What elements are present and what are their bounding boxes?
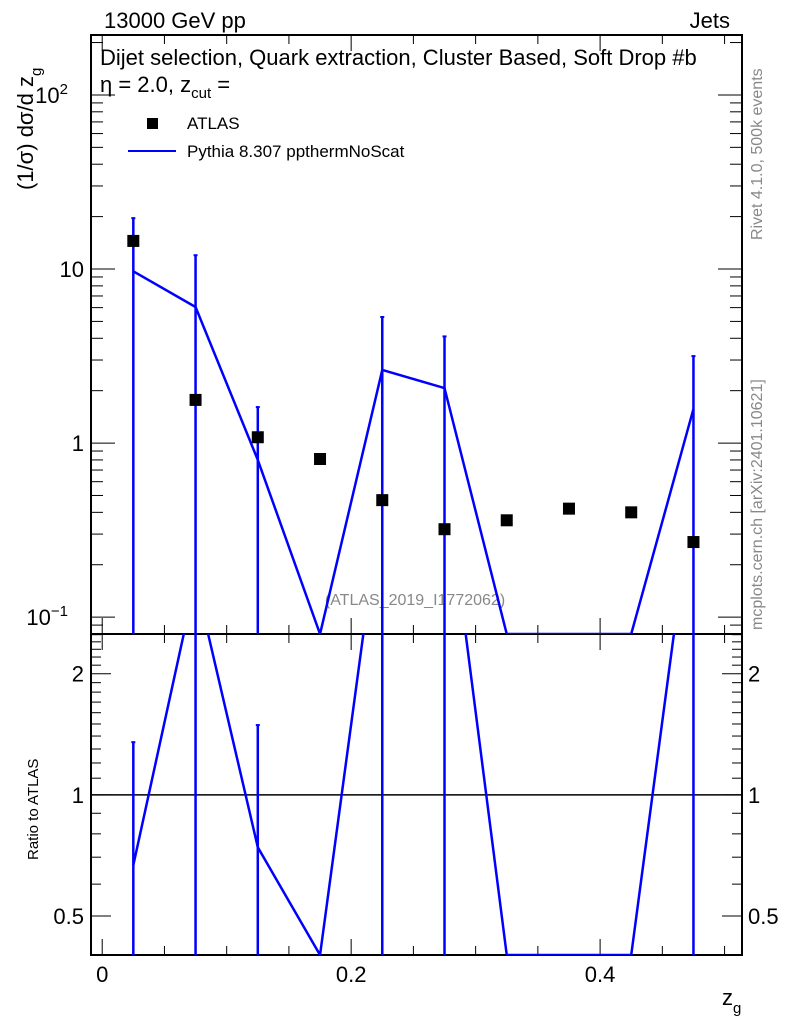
ratio-y-tick-label: 2 <box>72 662 84 687</box>
y-axis-label: (1/σ) dσ/d zg <box>13 68 45 190</box>
ratio-error-cap <box>255 724 260 727</box>
plot-title-sub: cut <box>191 85 212 102</box>
x-tick-label: 0.4 <box>585 962 616 987</box>
pythia-error-cap <box>442 335 447 338</box>
y-tick-label: 10−1 <box>26 603 68 630</box>
atlas-point <box>438 523 451 536</box>
atlas-point <box>376 494 389 507</box>
pythia-error-cap <box>691 355 696 358</box>
atlas-point <box>189 393 202 406</box>
ratio-marks <box>131 634 695 955</box>
plot-title-tail: = <box>211 72 231 97</box>
atlas-point <box>500 514 513 527</box>
ratio-y-tick-label: 1 <box>72 783 84 808</box>
ratio-line <box>132 634 676 955</box>
plot-title-main: Dijet selection, Quark extraction, Clust… <box>100 45 697 70</box>
ratio-y-axis-label: Ratio to ATLAS <box>25 759 42 860</box>
plot-title-beta: η = 2.0, z <box>100 72 192 97</box>
legend-marker-atlas <box>147 118 158 129</box>
y-tick-label: 102 <box>35 81 68 108</box>
y-tick-label: 10 <box>60 257 84 282</box>
ratio-error-cap <box>131 741 136 744</box>
pythia-error-cap <box>255 406 260 409</box>
ratio-y-tick-label: 0.5 <box>748 904 779 929</box>
pythia-line <box>132 270 695 634</box>
legend: ATLAS Pythia 8.307 ppthermNoScat <box>128 114 405 161</box>
atlas-point <box>251 431 264 444</box>
legend-label-atlas: ATLAS <box>187 114 240 133</box>
ratio-y-tick-label: 2 <box>748 662 760 687</box>
legend-label-pythia: Pythia 8.307 ppthermNoScat <box>187 142 405 161</box>
pythia-error-cap <box>193 254 198 257</box>
atlas-point <box>314 452 327 465</box>
header-left: 13000 GeV pp <box>104 8 246 33</box>
atlas-point <box>127 234 140 247</box>
atlas-point <box>625 506 638 519</box>
pythia-error-cap <box>131 217 136 220</box>
watermark: (ATLAS_2019_I1772062) <box>325 592 505 609</box>
rivet-label: Rivet 4.1.0, 500k events <box>749 68 766 240</box>
mcplots-label: mcplots.cern.ch [arXiv:2401.10621] <box>749 379 766 630</box>
header-right: Jets <box>690 8 730 33</box>
ratio-y-tick-label: 1 <box>748 783 760 808</box>
y-tick-label: 1 <box>72 431 84 456</box>
pythia-error-cap <box>380 316 385 319</box>
x-axis-label: zg <box>722 985 741 1017</box>
plot-title: Dijet selection, Quark extraction, Clust… <box>100 44 715 101</box>
ratio-y-tick-label: 0.5 <box>53 904 84 929</box>
atlas-point <box>562 502 575 515</box>
x-tick-label: 0 <box>96 962 108 987</box>
atlas-point <box>687 536 700 549</box>
main-marks <box>127 217 700 634</box>
x-tick-label: 0.2 <box>336 962 367 987</box>
